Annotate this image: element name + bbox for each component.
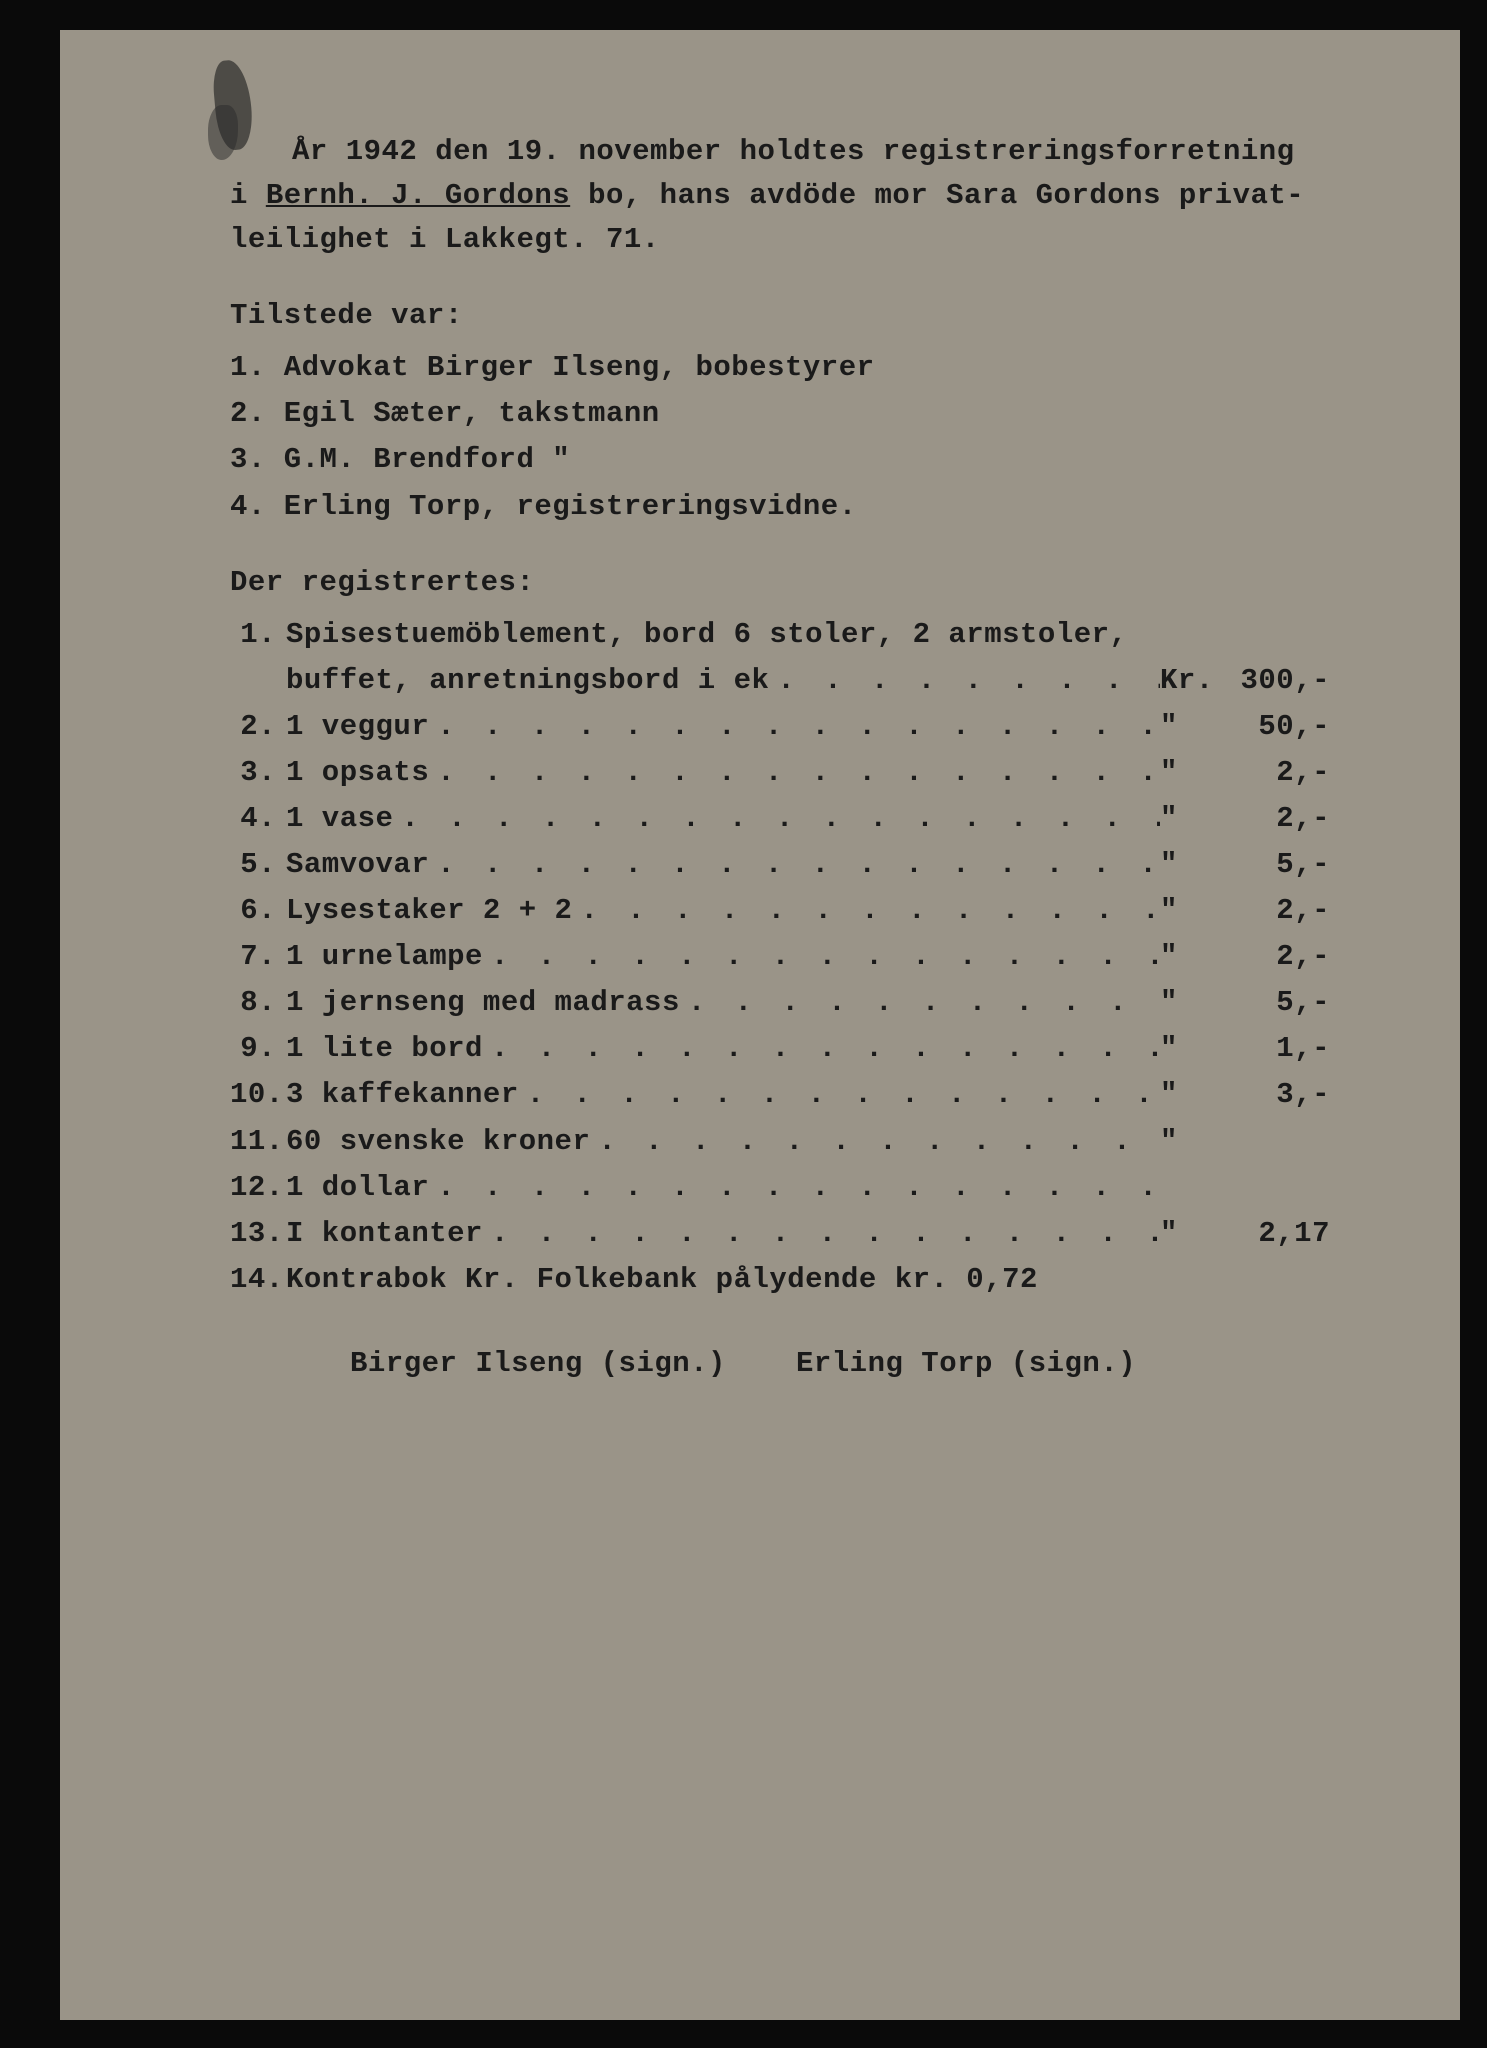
item-price: 5,- xyxy=(1220,843,1330,887)
item-desc: Samvovar xyxy=(286,843,429,887)
underlined-name: Bernh. J. Gordons xyxy=(266,179,570,212)
intro-line-2: i Bernh. J. Gordons bo, hans avdöde mor … xyxy=(230,174,1350,218)
attendee-list: 1. Advokat Birger Ilseng, bobestyrer 2. … xyxy=(230,346,1350,528)
item-dots: . . . . . . . . . . . . . . . . . . . . … xyxy=(429,705,1160,749)
items-list: 1.Spisestuemöblement, bord 6 stoler, 2 a… xyxy=(230,613,1350,1302)
item-num: 4. xyxy=(230,797,286,841)
item-row: 2.1 veggur. . . . . . . . . . . . . . . … xyxy=(230,705,1330,749)
item-unit: " xyxy=(1160,843,1220,887)
item-row: 14.Kontrabok Kr. Folkebank pålydende kr.… xyxy=(230,1258,1330,1302)
item-desc: Lysestaker 2 + 2 xyxy=(286,889,572,933)
item-unit: " xyxy=(1160,797,1220,841)
item-row: buffet, anretningsbord i ek. . . . . . .… xyxy=(230,659,1330,703)
item-row: 8.1 jernseng med madrass. . . . . . . . … xyxy=(230,981,1330,1025)
item-unit: " xyxy=(1160,981,1220,1025)
item-price: 2,- xyxy=(1220,797,1330,841)
signature-1: Birger Ilseng (sign.) xyxy=(350,1342,726,1386)
item-unit: Kr. xyxy=(1160,659,1220,703)
attendee-3: 3. G.M. Brendford " xyxy=(230,438,1350,482)
item-num: 3. xyxy=(230,751,286,795)
item-row: 6.Lysestaker 2 + 2. . . . . . . . . . . … xyxy=(230,889,1330,933)
item-dots: . . . . . . . . . . . . . . . . . . . . … xyxy=(590,1120,1160,1164)
item-num: 9. xyxy=(230,1027,286,1071)
item-desc: 1 urnelampe xyxy=(286,935,483,979)
attendee-1: 1. Advokat Birger Ilseng, bobestyrer xyxy=(230,346,1350,390)
attendee-2: 2. Egil Sæter, takstmann xyxy=(230,392,1350,436)
item-num: 14. xyxy=(230,1258,286,1302)
intro-line2-prefix: i xyxy=(230,179,266,212)
signature-2: Erling Torp (sign.) xyxy=(796,1342,1136,1386)
item-num: 11. xyxy=(230,1120,286,1164)
item-unit: " xyxy=(1160,889,1220,933)
item-price: 300,- xyxy=(1220,659,1330,703)
item-dots: . . . . . . . . . . . . . . . . . . . . … xyxy=(429,751,1160,795)
item-desc: buffet, anretningsbord i ek xyxy=(286,659,769,703)
item-row: 13.I kontanter. . . . . . . . . . . . . … xyxy=(230,1212,1330,1256)
item-desc: Spisestuemöblement, bord 6 stoler, 2 arm… xyxy=(286,613,1127,657)
item-unit: " xyxy=(1160,1027,1220,1071)
item-row: 10.3 kaffekanner. . . . . . . . . . . . … xyxy=(230,1073,1330,1117)
item-row: 11.60 svenske kroner. . . . . . . . . . … xyxy=(230,1120,1330,1164)
item-desc: 1 vase xyxy=(286,797,393,841)
item-price: 2,- xyxy=(1220,889,1330,933)
item-unit: " xyxy=(1160,751,1220,795)
item-num: 5. xyxy=(230,843,286,887)
item-num: 2. xyxy=(230,705,286,749)
item-unit: " xyxy=(1160,1073,1220,1117)
item-dots: . . . . . . . . . . . . . . . . . . . . … xyxy=(519,1073,1160,1117)
item-desc: 1 lite bord xyxy=(286,1027,483,1071)
item-dots: . . . . . . . . . . . . . . . . . . . . … xyxy=(483,1027,1160,1071)
intro-line-3: leilighet i Lakkegt. 71. xyxy=(230,218,1350,262)
item-num: 10. xyxy=(230,1073,286,1117)
item-price: 2,- xyxy=(1220,751,1330,795)
item-row: 12.1 dollar. . . . . . . . . . . . . . .… xyxy=(230,1166,1330,1210)
item-row: 1.Spisestuemöblement, bord 6 stoler, 2 a… xyxy=(230,613,1330,657)
intro-line2-suffix: bo, hans avdöde mor Sara Gordons privat- xyxy=(570,179,1304,212)
item-price: 1,- xyxy=(1220,1027,1330,1071)
item-dots: . . . . . . . . . . . . . . . . . . . . … xyxy=(769,659,1160,703)
item-desc: Kontrabok Kr. Folkebank pålydende kr. 0,… xyxy=(286,1258,1038,1302)
item-dots: . . . . . . . . . . . . . . . . . . . . … xyxy=(572,889,1160,933)
register-header: Der registrertes: xyxy=(230,561,1350,605)
item-desc: 1 opsats xyxy=(286,751,429,795)
intro-line-1: År 1942 den 19. november holdtes registr… xyxy=(230,130,1350,174)
item-num: 1. xyxy=(230,613,286,657)
item-num: 7. xyxy=(230,935,286,979)
attendees-header: Tilstede var: xyxy=(230,294,1350,338)
item-row: 7.1 urnelampe. . . . . . . . . . . . . .… xyxy=(230,935,1330,979)
item-num: 12. xyxy=(230,1166,286,1210)
intro-paragraph: År 1942 den 19. november holdtes registr… xyxy=(230,130,1350,262)
item-desc: 1 veggur xyxy=(286,705,429,749)
item-row: 3.1 opsats. . . . . . . . . . . . . . . … xyxy=(230,751,1330,795)
item-unit: " xyxy=(1160,935,1220,979)
item-dots: . . . . . . . . . . . . . . . . . . . . … xyxy=(429,843,1160,887)
item-dots: . . . . . . . . . . . . . . . . . . . . … xyxy=(483,935,1160,979)
item-unit: " xyxy=(1160,705,1220,749)
item-price: 2,17 xyxy=(1220,1212,1330,1256)
item-num: 6. xyxy=(230,889,286,933)
item-desc: 1 jernseng med madrass xyxy=(286,981,680,1025)
item-num: 13. xyxy=(230,1212,286,1256)
signatures: Birger Ilseng (sign.) Erling Torp (sign.… xyxy=(230,1342,1350,1386)
item-unit: " xyxy=(1160,1212,1220,1256)
document-page: År 1942 den 19. november holdtes registr… xyxy=(60,30,1460,2020)
item-dots: . . . . . . . . . . . . . . . . . . . . … xyxy=(429,1166,1160,1210)
item-dots: . . . . . . . . . . . . . . . . . . . . … xyxy=(680,981,1160,1025)
item-unit: " xyxy=(1160,1120,1220,1164)
item-price: 5,- xyxy=(1220,981,1330,1025)
item-row: 9.1 lite bord. . . . . . . . . . . . . .… xyxy=(230,1027,1330,1071)
item-row: 5.Samvovar. . . . . . . . . . . . . . . … xyxy=(230,843,1330,887)
item-dots: . . . . . . . . . . . . . . . . . . . . … xyxy=(393,797,1160,841)
item-desc: I kontanter xyxy=(286,1212,483,1256)
item-desc: 60 svenske kroner xyxy=(286,1120,590,1164)
item-price: 2,- xyxy=(1220,935,1330,979)
attendee-4: 4. Erling Torp, registreringsvidne. xyxy=(230,485,1350,529)
item-row: 4.1 vase. . . . . . . . . . . . . . . . … xyxy=(230,797,1330,841)
item-price: 3,- xyxy=(1220,1073,1330,1117)
item-desc: 1 dollar xyxy=(286,1166,429,1210)
item-desc: 3 kaffekanner xyxy=(286,1073,519,1117)
item-num: 8. xyxy=(230,981,286,1025)
item-dots: . . . . . . . . . . . . . . . . . . . . … xyxy=(483,1212,1160,1256)
item-price: 50,- xyxy=(1220,705,1330,749)
